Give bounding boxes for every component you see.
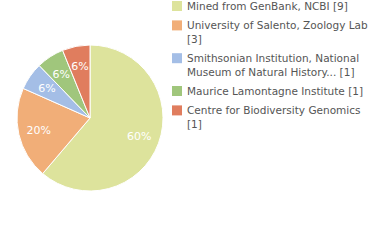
legend-label: Mined from GenBank, NCBI [9] (187, 0, 348, 12)
chart: 60%20%6%6%6%Mined from GenBank, NCBI [9]… (0, 0, 380, 240)
legend-item: Maurice Lamontagne Institute [1] (172, 85, 363, 97)
slice-label: 20% (27, 124, 51, 137)
legend-swatch (172, 1, 182, 11)
legend-swatch (172, 105, 182, 115)
slice-label: 6% (71, 60, 88, 73)
pie: 60%20%6%6%6% (17, 45, 163, 191)
legend-label: Centre for Biodiversity Genomics[1] (187, 104, 360, 129)
legend-swatch (172, 86, 182, 96)
legend-label: University of Salento, Zoology Lab[3] (187, 19, 368, 44)
legend-item: Smithsonian Institution, NationalMuseum … (172, 52, 359, 77)
slice-label: 6% (53, 68, 70, 81)
slice-label: 60% (127, 130, 151, 143)
legend-label: Maurice Lamontagne Institute [1] (187, 85, 363, 97)
legend-swatch (172, 53, 182, 63)
pie-slice (63, 45, 90, 118)
legend-label: Smithsonian Institution, NationalMuseum … (187, 52, 359, 77)
legend-item: Centre for Biodiversity Genomics[1] (172, 104, 360, 129)
legend: Mined from GenBank, NCBI [9] University o… (172, 0, 368, 130)
legend-swatch (172, 20, 182, 30)
slice-label: 6% (38, 82, 55, 95)
legend-item: Mined from GenBank, NCBI [9] (172, 0, 348, 12)
legend-item: University of Salento, Zoology Lab[3] (172, 19, 368, 44)
